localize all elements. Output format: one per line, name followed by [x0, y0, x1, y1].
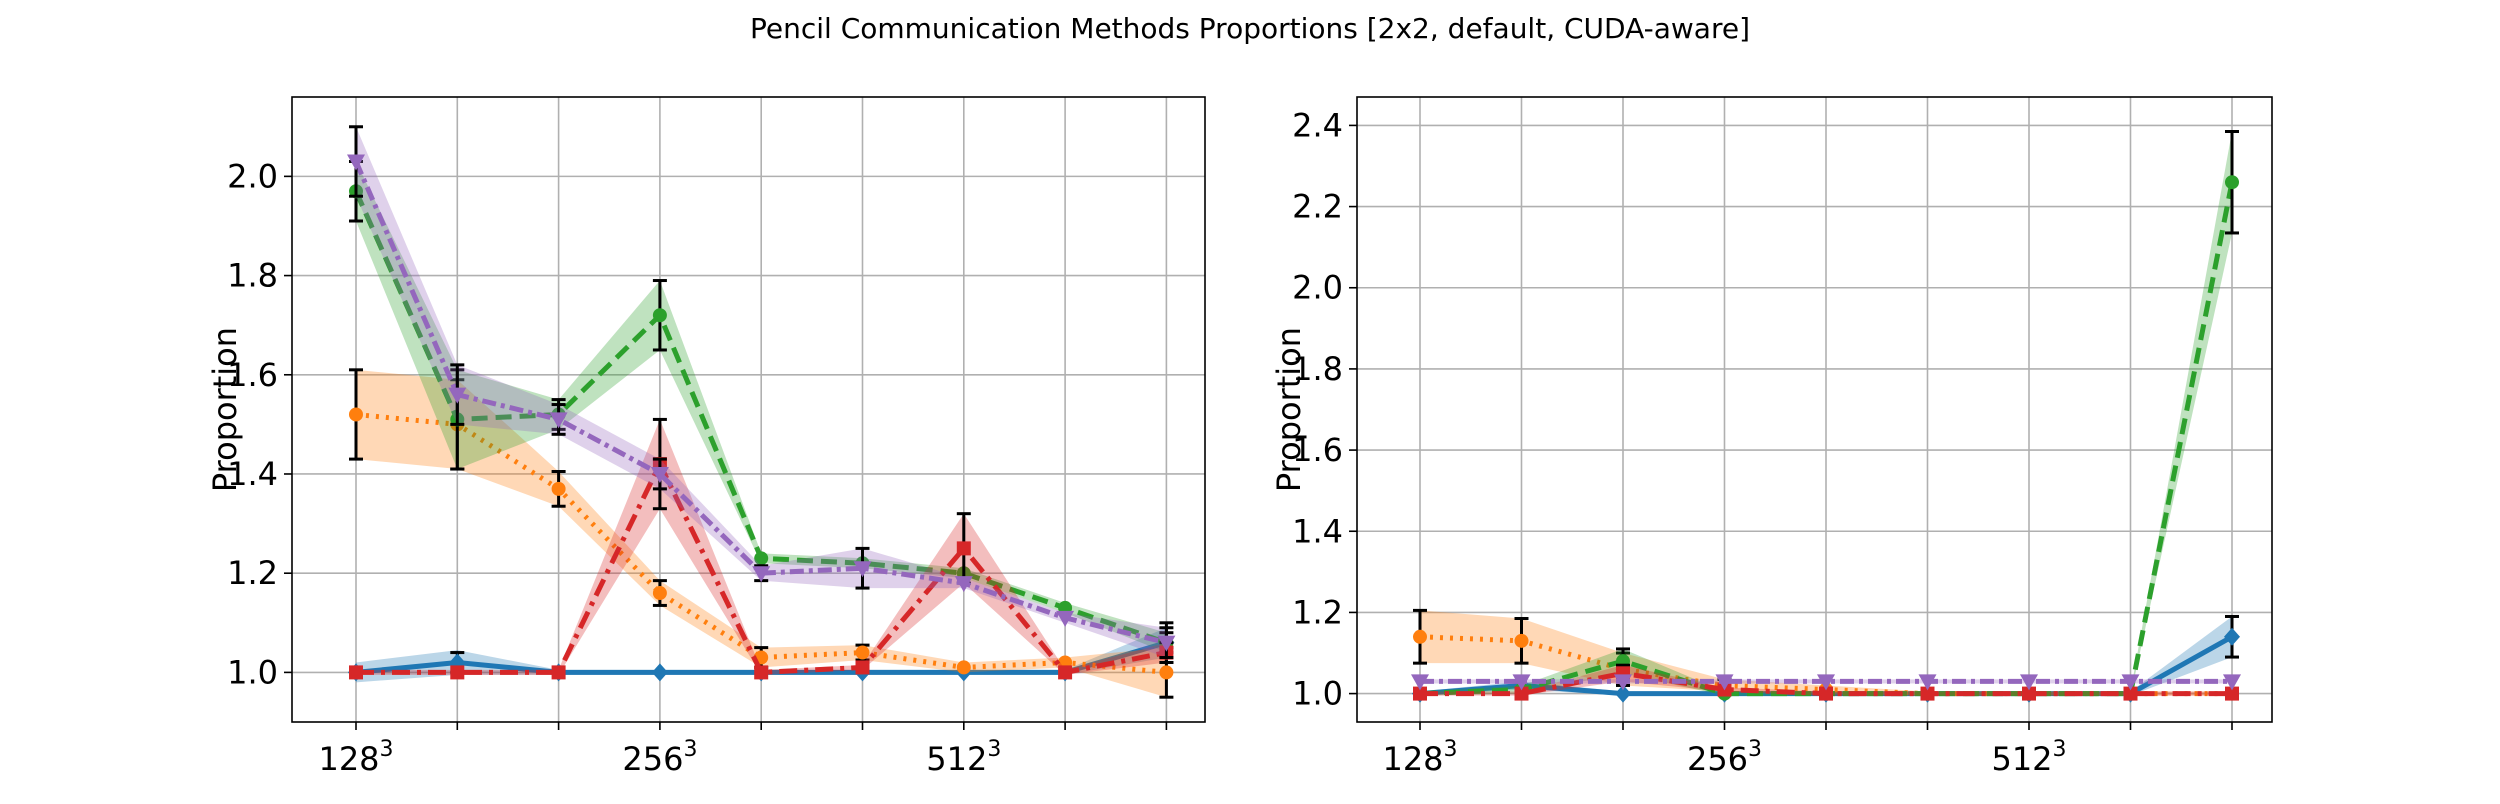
series-line: [355, 411, 1167, 675]
data-point: [2225, 686, 2239, 701]
plot-frame: [1356, 96, 2273, 723]
data-point: [853, 561, 872, 578]
x-tick-label: 1283: [1382, 737, 1457, 778]
data-point: [652, 586, 667, 601]
data-point: [1411, 674, 1429, 691]
data-point: [1817, 674, 1835, 691]
y-tick-label: 1.6: [227, 356, 278, 394]
data-point: [2022, 686, 2036, 701]
data-point: [651, 663, 668, 682]
data-point: [754, 551, 769, 566]
data-point: [1159, 665, 1174, 680]
y-tick-label: 1.2: [1292, 593, 1343, 631]
x-tick-label: 5123: [926, 737, 1001, 778]
data-point: [450, 665, 465, 680]
series-2: [349, 368, 1174, 699]
data-point: [448, 387, 467, 404]
y-tick-label: 2.2: [1292, 188, 1343, 226]
data-point: [549, 412, 568, 429]
data-point: [650, 466, 669, 483]
grid: [1357, 97, 2272, 722]
x-tick-exponent: 3: [987, 737, 1001, 762]
y-axis-label: Proportion: [1270, 327, 1308, 492]
data-point: [1514, 633, 1529, 648]
y-tick-label: 1.4: [227, 455, 278, 493]
data-point: [1920, 686, 1935, 701]
data-point: [1413, 686, 1427, 701]
x-tick-exponent: 3: [683, 737, 697, 762]
data-point: [754, 665, 769, 680]
chart-left: 1.0 1.2 1.4 1.6 1.8 2.0 1283 2563 5123 Proportion: [206, 96, 1206, 778]
data-point: [855, 660, 870, 675]
data-point: [551, 665, 566, 680]
x-tick-label: 1283: [318, 737, 393, 778]
data-point: [855, 645, 870, 660]
data-point: [2121, 674, 2140, 691]
data-point: [956, 541, 971, 556]
y-tick-label: 1.0: [227, 653, 278, 691]
data-point: [1819, 686, 1833, 701]
x-tick-label: 2563: [622, 737, 697, 778]
data-point: [954, 576, 973, 593]
data-point: [349, 407, 363, 422]
data-point: [1715, 674, 1734, 691]
y-tick-label: 1.4: [1292, 512, 1343, 550]
data-point: [2225, 175, 2239, 190]
y-tick-label: 2.0: [1292, 269, 1343, 307]
y-tick-label: 1.2: [227, 554, 278, 592]
data-point: [1614, 674, 1632, 691]
x-tick-exponent: 3: [1444, 737, 1458, 762]
data-point: [652, 308, 667, 323]
data-point: [1512, 674, 1531, 691]
data-point: [1157, 635, 1176, 652]
y-tick-label: 2.0: [227, 157, 278, 195]
series-5: [1411, 674, 2241, 691]
data-point: [1413, 629, 1427, 644]
data-point: [1058, 665, 1073, 680]
data-point: [2224, 627, 2240, 646]
series-5: [347, 125, 1176, 660]
chart-right: 1.0 1.2 1.4 1.6 1.8 2.0 2.2 2.4 1283 2563 5123 Prop…: [1270, 96, 2273, 778]
series-line: [353, 160, 1167, 646]
data-point: [1918, 674, 1937, 691]
data-point: [1615, 684, 1631, 703]
series-4: [349, 417, 1174, 680]
data-point: [347, 154, 365, 171]
x-tick-exponent: 3: [2053, 737, 2067, 762]
data-point: [2223, 674, 2241, 691]
x-tick-label: 2563: [1687, 737, 1762, 778]
data-point: [349, 665, 363, 680]
y-tick-label: 1.0: [1292, 675, 1343, 713]
data-point: [1056, 610, 1075, 627]
data-point: [2123, 686, 2138, 701]
data-point: [956, 660, 971, 675]
y-tick-label: 2.4: [1292, 106, 1343, 144]
data-point: [2020, 674, 2038, 691]
y-tick-label: 1.8: [227, 257, 278, 295]
y-tick-label: 1.8: [1292, 350, 1343, 388]
x-tick-exponent: 3: [1748, 737, 1762, 762]
plot-frame: [291, 96, 1206, 723]
x-tick-exponent: 3: [380, 737, 394, 762]
confidence-band: [356, 126, 1167, 658]
y-tick-label: 1.6: [1292, 431, 1343, 469]
data-point: [551, 481, 566, 496]
grid: [292, 97, 1205, 722]
figure-title: Pencil Communication Methods Proportions…: [750, 12, 1750, 45]
y-axis-label: Proportion: [206, 327, 244, 492]
x-tick-label: 5123: [1991, 737, 2066, 778]
data-point: [1514, 686, 1529, 701]
data-point: [752, 566, 771, 583]
